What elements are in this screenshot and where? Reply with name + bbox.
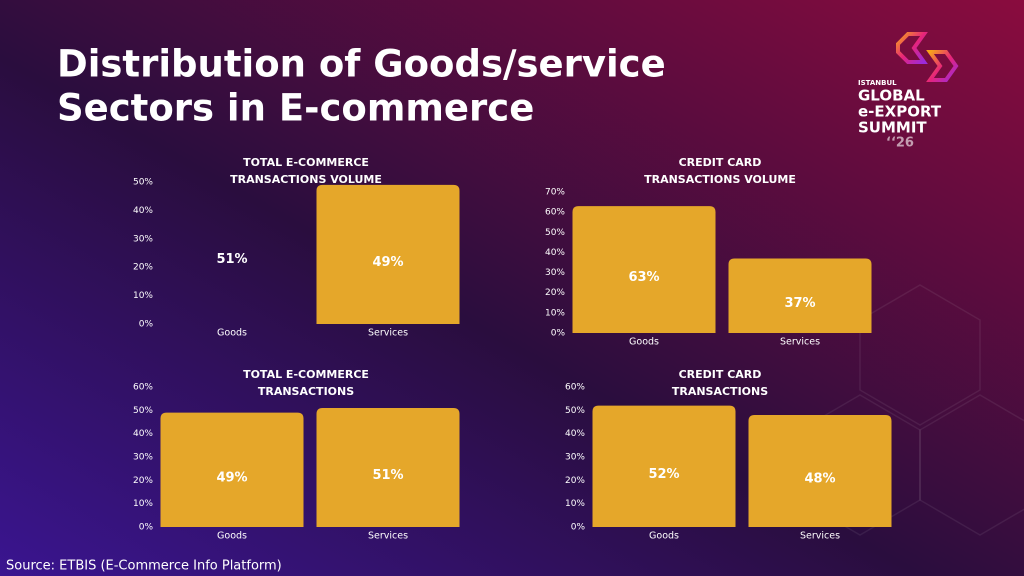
y-tick-label: 60% bbox=[133, 383, 153, 393]
y-tick-label: 10% bbox=[133, 499, 153, 509]
y-tick-label: 30% bbox=[545, 268, 565, 278]
x-tick-label: Services bbox=[780, 337, 820, 348]
x-tick-label: Goods bbox=[217, 531, 247, 542]
chart-title: CREDIT CARD bbox=[679, 156, 762, 169]
data-label: 51% bbox=[216, 252, 247, 267]
logo-mark bbox=[926, 50, 959, 82]
x-tick-label: Services bbox=[800, 531, 840, 542]
x-tick-label: Services bbox=[368, 328, 408, 339]
y-tick-label: 0% bbox=[139, 320, 154, 330]
y-tick-label: 20% bbox=[545, 288, 565, 298]
source: Source: ETBIS (E-Commerce Info Platform) bbox=[6, 559, 282, 574]
bar bbox=[316, 408, 460, 527]
logo-text: ‘‘26 bbox=[886, 136, 914, 151]
bar bbox=[160, 412, 304, 527]
y-tick-label: 40% bbox=[545, 248, 565, 258]
y-tick-label: 0% bbox=[551, 329, 566, 339]
x-tick-label: Goods bbox=[649, 531, 679, 542]
chart-title: TRANSACTIONS VOLUME bbox=[230, 173, 382, 186]
y-tick-label: 10% bbox=[133, 291, 153, 301]
y-tick-label: 20% bbox=[133, 476, 153, 486]
y-tick-label: 40% bbox=[133, 429, 153, 439]
data-label: 48% bbox=[804, 472, 835, 487]
data-label: 49% bbox=[372, 255, 403, 270]
chart-title: TRANSACTIONS VOLUME bbox=[644, 173, 796, 186]
bar bbox=[748, 415, 892, 527]
logo-text: GLOBAL bbox=[858, 87, 925, 105]
data-label: 63% bbox=[628, 270, 659, 285]
y-tick-label: 20% bbox=[133, 263, 153, 273]
logo-text: e-EXPORT bbox=[858, 103, 942, 121]
y-tick-label: 20% bbox=[565, 476, 585, 486]
y-tick-label: 50% bbox=[133, 406, 153, 416]
y-tick-label: 40% bbox=[133, 206, 153, 216]
y-tick-label: 50% bbox=[133, 178, 153, 188]
y-tick-label: 60% bbox=[565, 383, 585, 393]
y-tick-label: 10% bbox=[565, 499, 585, 509]
data-label: 51% bbox=[372, 468, 403, 483]
title-line: Sectors in E-commerce bbox=[57, 87, 534, 130]
y-tick-label: 60% bbox=[545, 208, 565, 218]
chart-title: TRANSACTIONS bbox=[672, 385, 768, 398]
data-label: 52% bbox=[648, 467, 679, 482]
bar bbox=[572, 206, 716, 333]
chart-title: TOTAL E-COMMERCE bbox=[243, 156, 369, 169]
logo-text: ISTANBUL bbox=[858, 79, 897, 87]
bar bbox=[728, 258, 872, 333]
bar bbox=[592, 405, 736, 527]
y-tick-label: 50% bbox=[565, 406, 585, 416]
logo: ISTANBUL GLOBAL e-EXPORT SUMMIT ‘‘26 bbox=[858, 32, 959, 151]
y-tick-label: 0% bbox=[139, 523, 154, 533]
bar bbox=[316, 184, 460, 324]
title-line: Distribution of Goods/service bbox=[57, 43, 666, 86]
x-tick-label: Goods bbox=[217, 328, 247, 339]
y-tick-label: 40% bbox=[565, 429, 585, 439]
x-tick-label: Goods bbox=[629, 337, 659, 348]
logo-mark bbox=[896, 32, 928, 64]
chart-title: CREDIT CARD bbox=[679, 368, 762, 381]
y-tick-label: 30% bbox=[565, 453, 585, 463]
y-tick-label: 50% bbox=[545, 228, 565, 238]
y-tick-label: 70% bbox=[545, 188, 565, 198]
data-label: 37% bbox=[784, 296, 815, 311]
y-tick-label: 30% bbox=[133, 453, 153, 463]
y-tick-label: 30% bbox=[133, 234, 153, 244]
y-tick-label: 0% bbox=[571, 523, 586, 533]
x-tick-label: Services bbox=[368, 531, 408, 542]
y-tick-label: 10% bbox=[545, 308, 565, 318]
chart-title: TOTAL E-COMMERCE bbox=[243, 368, 369, 381]
data-label: 49% bbox=[216, 470, 247, 485]
logo-text: SUMMIT bbox=[858, 119, 927, 137]
chart-title: TRANSACTIONS bbox=[258, 385, 354, 398]
